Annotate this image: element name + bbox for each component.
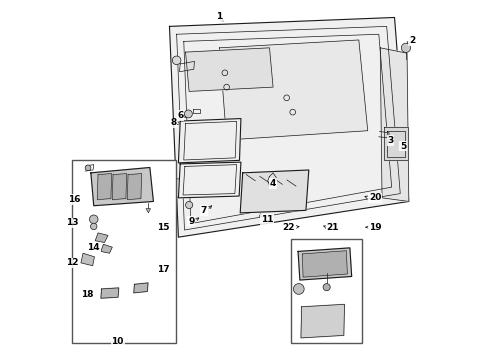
Text: 6: 6 — [177, 111, 183, 120]
Polygon shape — [302, 251, 346, 277]
Text: 12: 12 — [66, 258, 78, 267]
Polygon shape — [91, 167, 153, 206]
Text: 5: 5 — [399, 141, 406, 150]
Polygon shape — [300, 304, 344, 338]
Circle shape — [323, 284, 329, 291]
Polygon shape — [219, 40, 367, 140]
Polygon shape — [298, 248, 351, 280]
Text: 19: 19 — [368, 222, 381, 231]
Text: 15: 15 — [157, 222, 169, 231]
Bar — [290, 239, 362, 342]
Circle shape — [185, 202, 192, 208]
Polygon shape — [169, 18, 408, 237]
Text: 3: 3 — [386, 136, 393, 145]
Polygon shape — [178, 162, 241, 198]
Polygon shape — [383, 127, 407, 160]
Polygon shape — [101, 244, 112, 253]
Text: 11: 11 — [260, 215, 272, 224]
Circle shape — [85, 165, 91, 171]
Text: 14: 14 — [87, 243, 100, 252]
Polygon shape — [97, 174, 111, 200]
Text: 17: 17 — [157, 265, 169, 274]
Text: 4: 4 — [269, 179, 275, 188]
Polygon shape — [145, 208, 150, 213]
Text: 20: 20 — [368, 193, 381, 202]
Circle shape — [89, 215, 98, 224]
Circle shape — [172, 56, 181, 64]
Circle shape — [184, 110, 192, 118]
Polygon shape — [380, 48, 408, 202]
Text: 10: 10 — [111, 337, 123, 346]
Text: 8: 8 — [170, 118, 176, 127]
Text: 18: 18 — [81, 290, 94, 299]
Text: 16: 16 — [67, 195, 80, 204]
Text: 7: 7 — [200, 206, 206, 215]
Polygon shape — [95, 233, 108, 243]
Text: 13: 13 — [66, 219, 78, 228]
Circle shape — [293, 284, 304, 294]
Text: 2: 2 — [408, 36, 414, 45]
Polygon shape — [127, 174, 142, 200]
Bar — [72, 160, 176, 342]
Text: 21: 21 — [326, 222, 339, 231]
Polygon shape — [112, 174, 126, 200]
Polygon shape — [101, 288, 119, 298]
Polygon shape — [134, 283, 148, 293]
Text: 22: 22 — [282, 222, 294, 231]
Polygon shape — [81, 253, 94, 266]
Circle shape — [90, 223, 97, 230]
Polygon shape — [185, 48, 272, 91]
Polygon shape — [178, 118, 241, 163]
Polygon shape — [169, 176, 198, 198]
Text: 9: 9 — [188, 217, 194, 226]
Polygon shape — [240, 170, 308, 213]
Text: 1: 1 — [216, 12, 222, 21]
Circle shape — [401, 43, 410, 53]
